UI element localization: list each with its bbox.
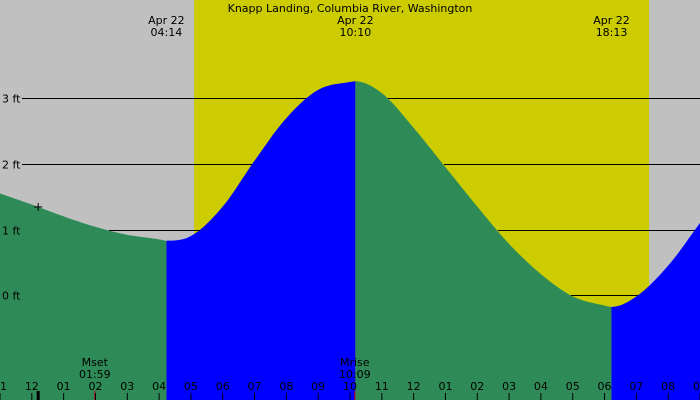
x-tick-label: 01 bbox=[438, 380, 452, 393]
tide-areas bbox=[0, 81, 700, 400]
current-time-marker bbox=[34, 202, 43, 400]
x-tick-label: 09 bbox=[311, 380, 325, 393]
tide-event-date: Apr 22 bbox=[148, 14, 185, 27]
x-tick-label: 09 bbox=[693, 380, 700, 393]
falling-tide-area bbox=[0, 193, 167, 400]
x-tick-label: 08 bbox=[279, 380, 293, 393]
tide-event-date: Apr 22 bbox=[593, 14, 630, 27]
x-tick-label: 10 bbox=[343, 380, 357, 393]
x-tick-label: 02 bbox=[88, 380, 102, 393]
moon-event-time: 10:09 bbox=[339, 368, 371, 381]
x-tick-label: 03 bbox=[120, 380, 134, 393]
x-tick-label: 12 bbox=[407, 380, 421, 393]
tide-event-time: 18:13 bbox=[596, 26, 628, 39]
x-tick-label: 06 bbox=[598, 380, 612, 393]
tide-event-time: 04:14 bbox=[151, 26, 183, 39]
x-tick-label: 12 bbox=[25, 380, 39, 393]
y-tick-label: 1 ft bbox=[2, 225, 21, 238]
x-tick-label: 01 bbox=[57, 380, 71, 393]
y-tick-label: 3 ft bbox=[2, 93, 21, 106]
y-tick-label: 2 ft bbox=[2, 159, 21, 172]
x-tick-label: 02 bbox=[470, 380, 484, 393]
x-tick-label: 11 bbox=[0, 380, 7, 393]
x-tick-label: 04 bbox=[534, 380, 548, 393]
x-axis: 11 12 01 02 03 04 05 06 07 08 09 10 11 12 01 02 03 04 05 06… bbox=[0, 380, 700, 400]
x-tick-label: 05 bbox=[566, 380, 580, 393]
gridlines bbox=[22, 98, 700, 296]
falling-tide-area bbox=[355, 81, 612, 400]
x-tick-label: 06 bbox=[216, 380, 230, 393]
x-tick-label: 07 bbox=[629, 380, 643, 393]
moon-event-name: Mset bbox=[82, 356, 109, 369]
x-tick-label: 03 bbox=[502, 380, 516, 393]
x-tick-label: 07 bbox=[248, 380, 262, 393]
y-axis-labels: 0 ft 1 ft 2 ft 3 ft bbox=[2, 93, 21, 303]
x-tick-label: 04 bbox=[152, 380, 166, 393]
chart-title: Knapp Landing, Columbia River, Washingto… bbox=[228, 2, 473, 15]
x-tick-label: 08 bbox=[661, 380, 675, 393]
x-tick-label: 05 bbox=[184, 380, 198, 393]
y-tick-label: 0 ft bbox=[2, 290, 21, 303]
moon-event-time: 01:59 bbox=[79, 368, 111, 381]
rising-tide-area bbox=[611, 223, 700, 400]
rising-tide-area bbox=[166, 81, 356, 400]
moon-event-name: Mrise bbox=[340, 356, 370, 369]
x-tick-label: 11 bbox=[375, 380, 389, 393]
tide-event-date: Apr 22 bbox=[337, 14, 374, 27]
tide-event-time: 10:10 bbox=[340, 26, 372, 39]
